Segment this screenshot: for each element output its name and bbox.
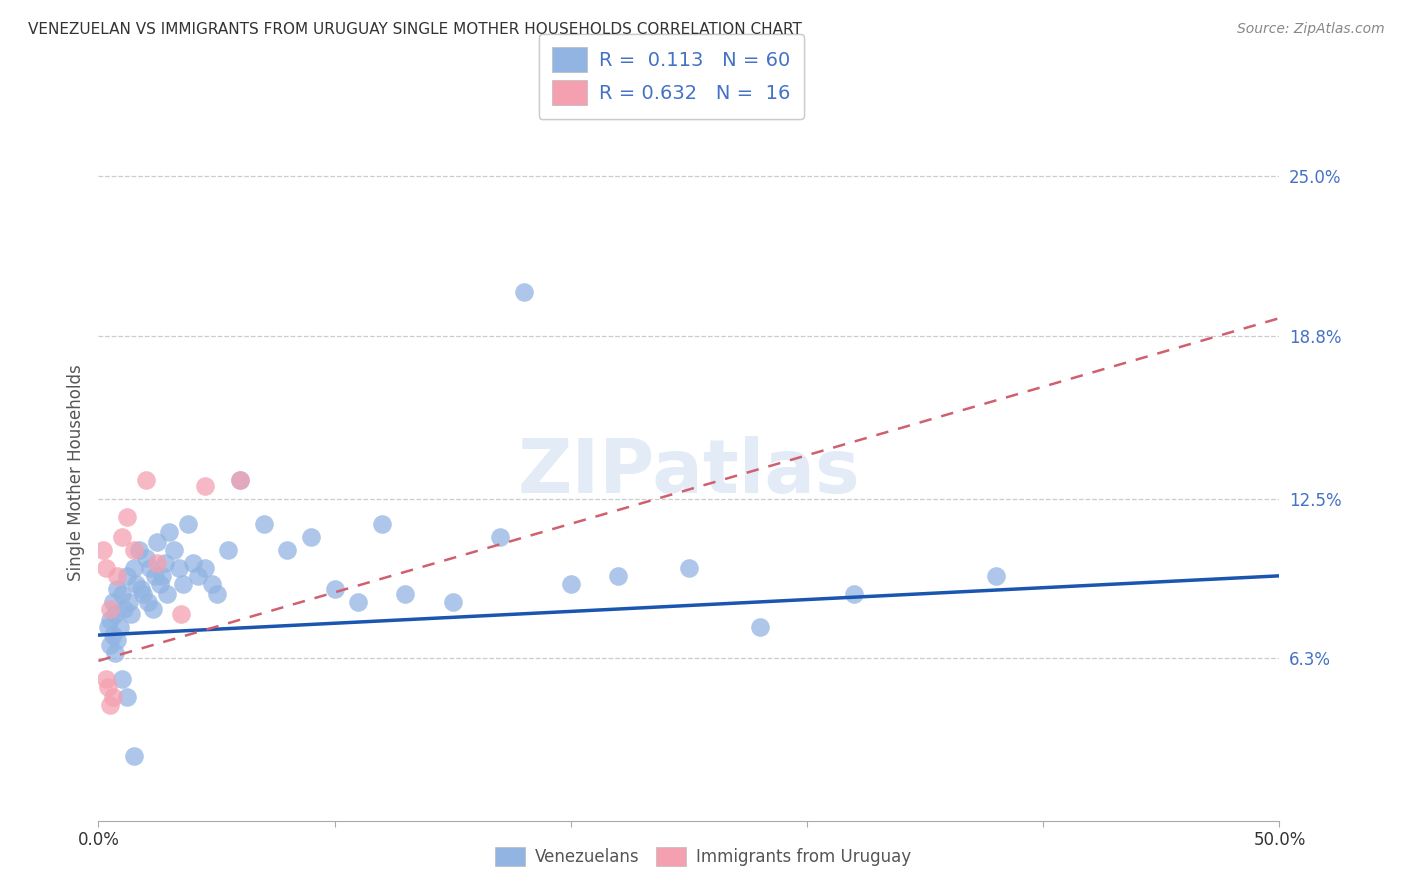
Point [167, 561, 190, 575]
Point [129, 582, 152, 596]
Point [97, 680, 120, 694]
Legend: Venezuelans, Immigrants from Uruguay: Venezuelans, Immigrants from Uruguay [486, 838, 920, 875]
Point [187, 569, 209, 583]
Point [136, 594, 159, 608]
Point [177, 517, 200, 532]
Point [146, 556, 169, 570]
Point [142, 602, 165, 616]
Text: ZIPatlas: ZIPatlas [517, 436, 860, 509]
Point [101, 690, 124, 704]
Point [217, 543, 239, 558]
Point [560, 576, 582, 591]
Point [181, 556, 204, 570]
Point [135, 474, 157, 488]
Point [394, 587, 416, 601]
Point [111, 530, 134, 544]
Point [118, 594, 141, 608]
Point [111, 672, 134, 686]
Point [194, 561, 217, 575]
Point [115, 509, 138, 524]
Point [139, 561, 162, 575]
Point [512, 285, 534, 300]
Point [678, 561, 700, 575]
Text: Source: ZipAtlas.com: Source: ZipAtlas.com [1237, 22, 1385, 37]
Point [135, 550, 157, 565]
Point [115, 690, 138, 704]
Y-axis label: Single Mother Households: Single Mother Households [66, 365, 84, 581]
Point [748, 620, 770, 634]
Legend: R =  0.113   N = 60, R = 0.632   N =  16: R = 0.113 N = 60, R = 0.632 N = 16 [538, 34, 804, 119]
Point [101, 594, 124, 608]
Point [347, 594, 370, 608]
Point [323, 582, 346, 596]
Point [108, 620, 131, 634]
Point [229, 474, 252, 488]
Point [98, 613, 121, 627]
Point [172, 576, 194, 591]
Point [170, 607, 193, 622]
Point [91, 543, 114, 558]
Point [157, 524, 180, 539]
Point [94, 672, 117, 686]
Point [276, 543, 298, 558]
Point [146, 535, 169, 549]
Point [132, 587, 155, 601]
Point [112, 602, 135, 616]
Point [105, 582, 128, 596]
Point [371, 517, 394, 532]
Point [150, 569, 173, 583]
Point [844, 587, 866, 601]
Point [94, 561, 117, 575]
Point [98, 698, 121, 712]
Point [253, 517, 276, 532]
Point [122, 561, 145, 575]
Point [122, 543, 145, 558]
Point [98, 639, 121, 653]
Point [205, 587, 228, 601]
Point [194, 478, 217, 492]
Point [105, 569, 128, 583]
Point [163, 543, 186, 558]
Point [115, 569, 138, 583]
Point [984, 569, 1007, 583]
Text: VENEZUELAN VS IMMIGRANTS FROM URUGUAY SINGLE MOTHER HOUSEHOLDS CORRELATION CHART: VENEZUELAN VS IMMIGRANTS FROM URUGUAY SI… [28, 22, 801, 37]
Point [97, 620, 120, 634]
Point [111, 587, 134, 601]
Point [153, 556, 176, 570]
Point [149, 576, 172, 591]
Point [105, 633, 128, 648]
Point [101, 628, 124, 642]
Point [104, 646, 127, 660]
Point [125, 576, 148, 591]
Point [229, 474, 252, 488]
Point [104, 607, 127, 622]
Point [143, 569, 166, 583]
Point [489, 530, 512, 544]
Point [201, 576, 224, 591]
Point [156, 587, 179, 601]
Point [98, 602, 121, 616]
Point [128, 543, 150, 558]
Point [441, 594, 464, 608]
Point [299, 530, 322, 544]
Point [121, 607, 143, 622]
Point [122, 749, 145, 764]
Point [607, 569, 630, 583]
